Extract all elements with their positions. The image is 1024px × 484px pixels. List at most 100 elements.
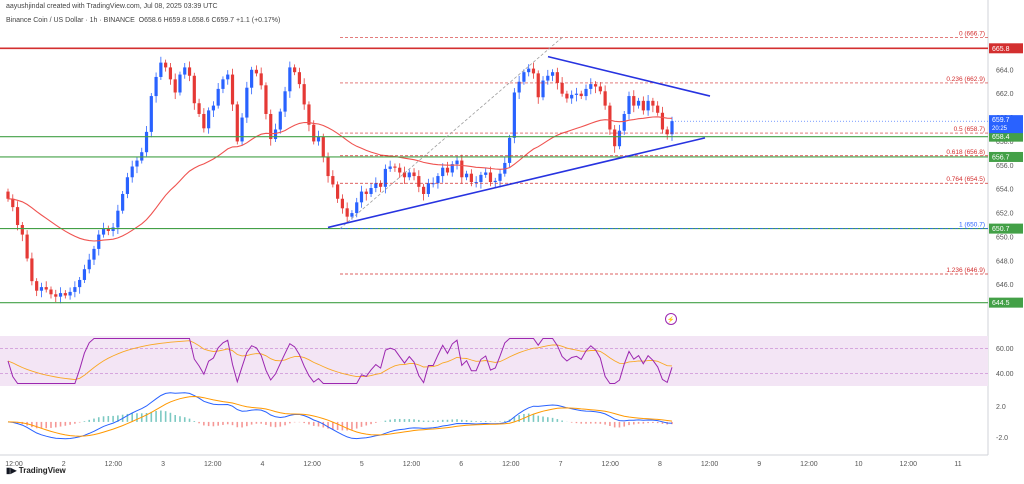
candle[interactable] xyxy=(87,259,91,270)
candle[interactable] xyxy=(15,207,20,226)
candle[interactable] xyxy=(240,117,244,142)
candle[interactable] xyxy=(149,96,153,132)
candle[interactable] xyxy=(68,291,72,296)
candle[interactable] xyxy=(398,167,402,173)
candle[interactable] xyxy=(293,67,297,73)
candle[interactable] xyxy=(460,160,464,178)
candle[interactable] xyxy=(651,100,655,106)
candle[interactable] xyxy=(646,100,650,111)
lower-trendline[interactable] xyxy=(327,137,706,229)
candle[interactable] xyxy=(11,198,15,208)
candle[interactable] xyxy=(25,234,29,259)
candle[interactable] xyxy=(202,113,206,129)
candle[interactable] xyxy=(584,88,588,97)
candle[interactable] xyxy=(393,166,397,168)
candle[interactable] xyxy=(488,172,493,183)
candle[interactable] xyxy=(479,174,483,183)
candle[interactable] xyxy=(140,152,144,161)
candle[interactable] xyxy=(245,87,249,118)
candle[interactable] xyxy=(450,164,454,173)
candle[interactable] xyxy=(641,100,645,111)
candle[interactable] xyxy=(632,96,636,106)
candle[interactable] xyxy=(570,94,574,99)
candle[interactable] xyxy=(536,73,540,98)
candle[interactable] xyxy=(574,93,579,95)
candle[interactable] xyxy=(589,84,593,89)
candle[interactable] xyxy=(493,180,497,183)
candle[interactable] xyxy=(73,287,77,292)
sma-line[interactable] xyxy=(7,116,673,242)
candle[interactable] xyxy=(288,67,292,92)
candle[interactable] xyxy=(593,84,598,87)
candle[interactable] xyxy=(541,80,545,98)
candle[interactable] xyxy=(426,183,430,194)
candle[interactable] xyxy=(507,137,512,163)
candle[interactable] xyxy=(78,279,82,288)
candle[interactable] xyxy=(211,105,216,111)
candle[interactable] xyxy=(369,188,373,194)
rsi-line[interactable] xyxy=(7,338,673,384)
candle[interactable] xyxy=(546,75,550,81)
candle[interactable] xyxy=(326,156,330,177)
macd-line[interactable] xyxy=(7,392,673,440)
candle[interactable] xyxy=(197,103,201,114)
candle[interactable] xyxy=(116,210,120,228)
candle[interactable] xyxy=(598,86,602,92)
candle[interactable] xyxy=(531,68,536,74)
candle[interactable] xyxy=(101,228,106,235)
candle[interactable] xyxy=(135,160,139,167)
candle[interactable] xyxy=(92,248,96,260)
candle[interactable] xyxy=(278,111,282,130)
candle[interactable] xyxy=(269,113,273,140)
candle[interactable] xyxy=(144,131,149,153)
candle[interactable] xyxy=(321,136,325,157)
candle[interactable] xyxy=(445,167,450,173)
candle[interactable] xyxy=(350,213,354,217)
symbol-name[interactable]: Binance Coin / US Dollar · 1h · BINANCE xyxy=(6,17,135,24)
candle[interactable] xyxy=(121,193,125,211)
macd-signal-line[interactable] xyxy=(7,395,673,437)
candle[interactable] xyxy=(407,172,411,178)
candle[interactable] xyxy=(412,172,416,177)
candle[interactable] xyxy=(331,176,335,185)
candle[interactable] xyxy=(383,168,387,187)
candle[interactable] xyxy=(39,287,44,291)
candle[interactable] xyxy=(159,62,163,77)
candle[interactable] xyxy=(613,129,617,147)
candle[interactable] xyxy=(603,91,607,106)
candle[interactable] xyxy=(273,129,278,140)
candle[interactable] xyxy=(207,110,211,129)
candle[interactable] xyxy=(297,72,301,85)
candle[interactable] xyxy=(97,234,101,249)
candle[interactable] xyxy=(178,74,182,93)
candle[interactable] xyxy=(355,202,359,214)
event-marker-icon[interactable] xyxy=(665,313,677,325)
candle[interactable] xyxy=(336,184,340,199)
candle[interactable] xyxy=(111,227,115,231)
candle[interactable] xyxy=(402,172,407,178)
candle[interactable] xyxy=(608,105,612,130)
candle[interactable] xyxy=(235,104,239,142)
candle[interactable] xyxy=(254,69,259,74)
candle[interactable] xyxy=(6,191,10,199)
candle[interactable] xyxy=(58,293,63,297)
candle[interactable] xyxy=(627,96,631,114)
candle[interactable] xyxy=(555,72,559,83)
candle[interactable] xyxy=(130,166,134,178)
candle[interactable] xyxy=(187,67,192,76)
candle[interactable] xyxy=(20,225,24,235)
candle[interactable] xyxy=(374,183,378,189)
candle[interactable] xyxy=(221,79,225,89)
candle[interactable] xyxy=(307,104,311,125)
candle[interactable] xyxy=(173,79,177,93)
candle[interactable] xyxy=(636,100,641,106)
candle[interactable] xyxy=(441,167,445,177)
candle[interactable] xyxy=(512,92,516,138)
candle[interactable] xyxy=(484,172,488,175)
candle[interactable] xyxy=(660,112,665,130)
candle[interactable] xyxy=(550,72,555,76)
candle[interactable] xyxy=(35,281,39,291)
candle[interactable] xyxy=(498,173,502,181)
candle[interactable] xyxy=(503,162,507,174)
